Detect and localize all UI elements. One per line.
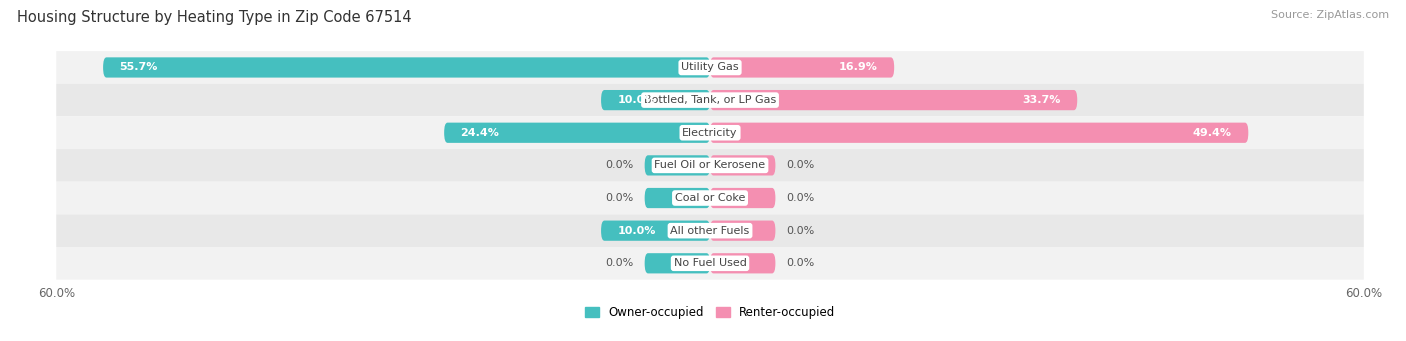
FancyBboxPatch shape: [710, 155, 776, 176]
Text: 0.0%: 0.0%: [786, 258, 814, 268]
Text: Coal or Coke: Coal or Coke: [675, 193, 745, 203]
Text: 0.0%: 0.0%: [606, 193, 634, 203]
FancyBboxPatch shape: [602, 90, 710, 110]
FancyBboxPatch shape: [56, 182, 1364, 214]
Text: Housing Structure by Heating Type in Zip Code 67514: Housing Structure by Heating Type in Zip…: [17, 10, 412, 25]
FancyBboxPatch shape: [710, 123, 1249, 143]
Text: 0.0%: 0.0%: [786, 160, 814, 170]
Text: Source: ZipAtlas.com: Source: ZipAtlas.com: [1271, 10, 1389, 20]
FancyBboxPatch shape: [56, 116, 1364, 149]
Text: No Fuel Used: No Fuel Used: [673, 258, 747, 268]
Text: 49.4%: 49.4%: [1192, 128, 1232, 138]
Text: 10.0%: 10.0%: [617, 95, 655, 105]
FancyBboxPatch shape: [56, 247, 1364, 280]
Text: 10.0%: 10.0%: [617, 226, 655, 236]
FancyBboxPatch shape: [444, 123, 710, 143]
FancyBboxPatch shape: [56, 84, 1364, 116]
FancyBboxPatch shape: [56, 51, 1364, 84]
FancyBboxPatch shape: [710, 253, 776, 273]
FancyBboxPatch shape: [644, 253, 710, 273]
Text: 16.9%: 16.9%: [839, 62, 877, 73]
Text: Utility Gas: Utility Gas: [682, 62, 738, 73]
FancyBboxPatch shape: [710, 221, 776, 241]
Text: 33.7%: 33.7%: [1022, 95, 1062, 105]
FancyBboxPatch shape: [710, 188, 776, 208]
Text: Bottled, Tank, or LP Gas: Bottled, Tank, or LP Gas: [644, 95, 776, 105]
FancyBboxPatch shape: [602, 221, 710, 241]
FancyBboxPatch shape: [710, 57, 894, 78]
Text: Electricity: Electricity: [682, 128, 738, 138]
FancyBboxPatch shape: [56, 214, 1364, 247]
Text: 0.0%: 0.0%: [786, 193, 814, 203]
Text: 0.0%: 0.0%: [606, 160, 634, 170]
FancyBboxPatch shape: [644, 188, 710, 208]
FancyBboxPatch shape: [103, 57, 710, 78]
FancyBboxPatch shape: [710, 90, 1077, 110]
Legend: Owner-occupied, Renter-occupied: Owner-occupied, Renter-occupied: [579, 301, 841, 324]
FancyBboxPatch shape: [644, 155, 710, 176]
Text: 55.7%: 55.7%: [120, 62, 157, 73]
Text: 0.0%: 0.0%: [606, 258, 634, 268]
FancyBboxPatch shape: [56, 149, 1364, 182]
Text: 0.0%: 0.0%: [786, 226, 814, 236]
Text: Fuel Oil or Kerosene: Fuel Oil or Kerosene: [654, 160, 766, 170]
Text: 24.4%: 24.4%: [461, 128, 499, 138]
Text: All other Fuels: All other Fuels: [671, 226, 749, 236]
